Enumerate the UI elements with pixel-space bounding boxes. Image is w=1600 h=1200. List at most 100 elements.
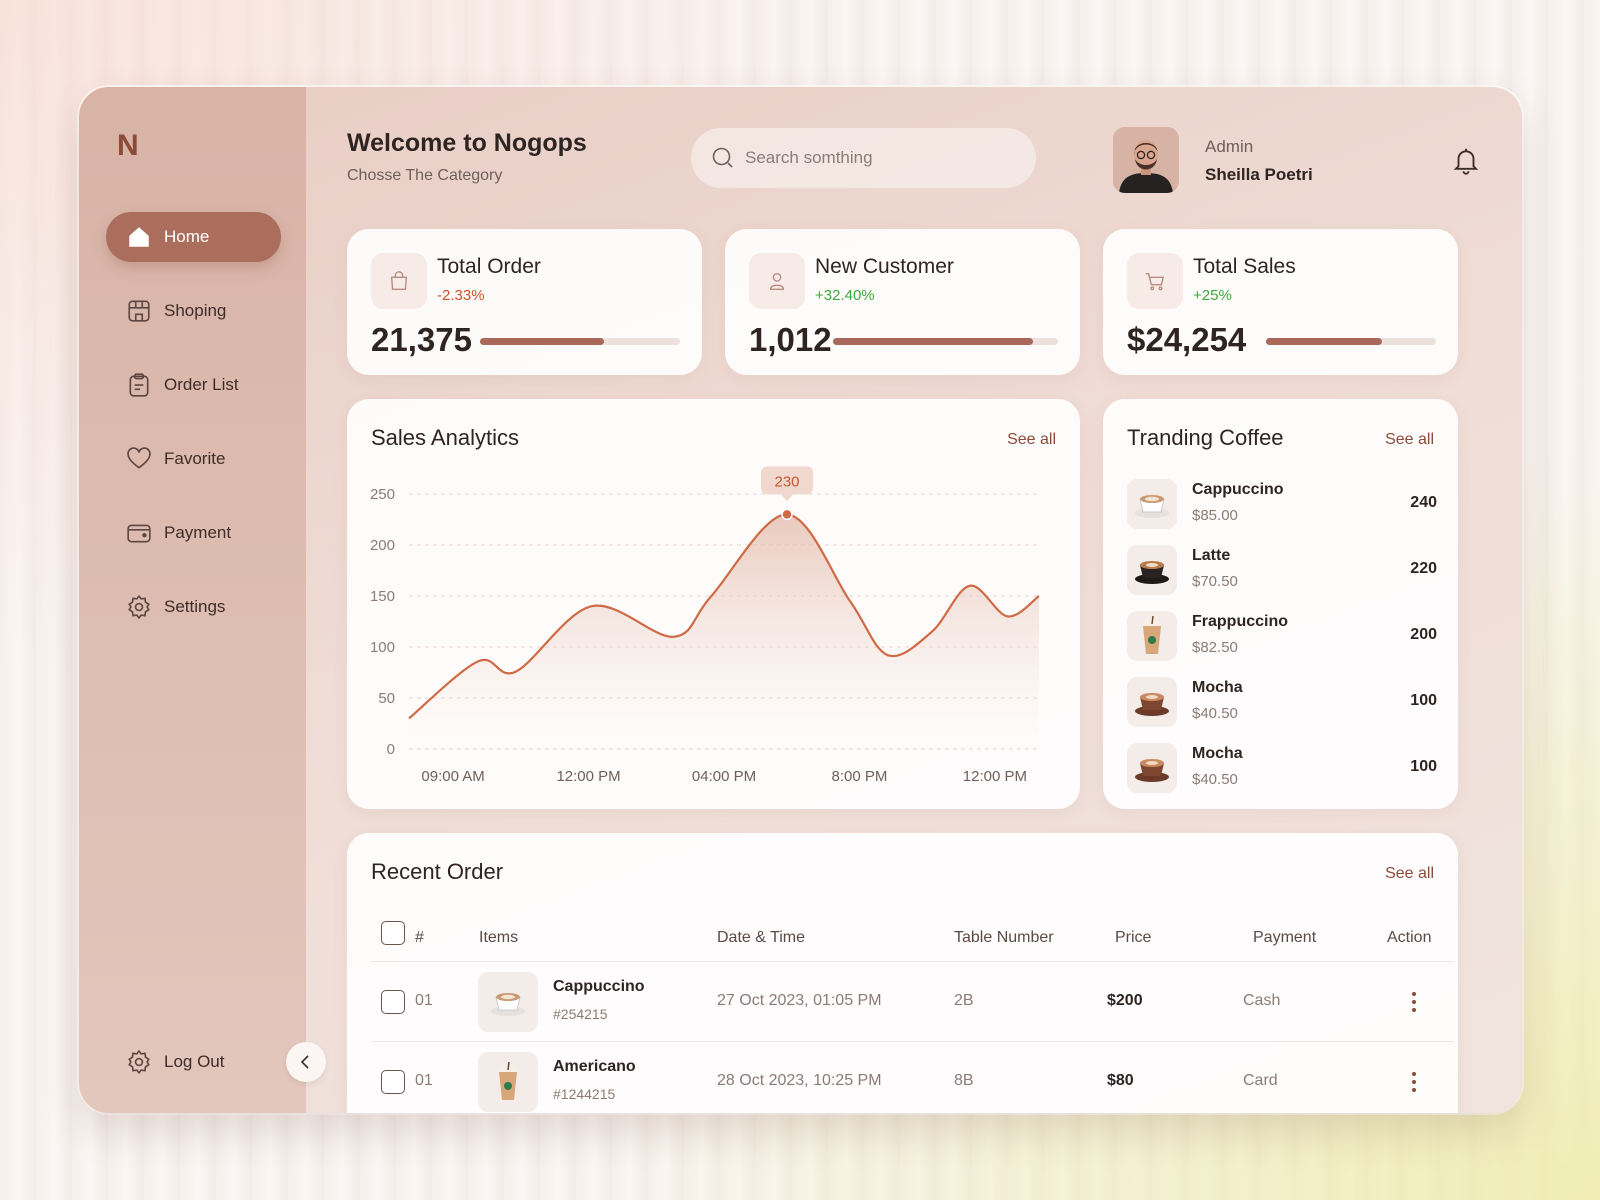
heart-icon (127, 447, 151, 469)
y-tick-label: 150 (370, 588, 395, 605)
see-all-link[interactable]: See all (1385, 431, 1434, 448)
row-price: $200 (1107, 992, 1143, 1009)
stat-progress (480, 338, 680, 345)
y-tick-label: 200 (370, 537, 395, 554)
app-logo[interactable]: N (117, 129, 139, 162)
sidebar-item-label: Favorite (164, 449, 226, 468)
column-header: Table Number (954, 929, 1054, 946)
more-options-icon[interactable] (1407, 1071, 1421, 1093)
stat-title: New Customer (815, 255, 954, 278)
logout-button[interactable]: Log Out (106, 1037, 281, 1087)
sidebar-item-settings[interactable]: Settings (106, 582, 281, 632)
sidebar-item-shoping[interactable]: Shoping (106, 286, 281, 336)
stat-value: $24,254 (1127, 321, 1247, 358)
trending-item[interactable]: Mocha $40.50 100 (1127, 675, 1437, 730)
trending-item[interactable]: Mocha $40.50 100 (1127, 741, 1437, 796)
trending-item[interactable]: Latte $70.50 220 (1127, 543, 1437, 598)
stat-progress-fill (480, 338, 604, 345)
analytics-title: Sales Analytics (371, 425, 519, 450)
stat-card-total-sales: Total Sales +25% $24,254 (1103, 229, 1458, 375)
stat-card-total-order: Total Order -2.33% 21,375 (347, 229, 702, 375)
iced-drink-icon (478, 1052, 538, 1112)
trending-title: Tranding Coffee (1127, 425, 1284, 450)
trending-price: $85.00 (1192, 507, 1238, 524)
see-all-link[interactable]: See all (1385, 865, 1434, 882)
more-options-icon[interactable] (1407, 991, 1421, 1013)
sidebar-item-favorite[interactable]: Favorite (106, 434, 281, 484)
x-tick-label: 09:00 AM (421, 768, 484, 785)
sidebar: N Home Shoping Order List Favorite Payme… (79, 87, 306, 1113)
column-header: Date & Time (717, 929, 806, 946)
y-tick-label: 100 (370, 639, 395, 656)
stat-value: 21,375 (371, 321, 472, 358)
sidebar-item-label: Settings (164, 597, 226, 616)
column-header: Items (479, 929, 519, 946)
trending-name: Frappuccino (1192, 613, 1289, 630)
search-bar[interactable] (691, 128, 1036, 188)
row-table-number: 8B (954, 1072, 974, 1089)
y-tick-label: 50 (378, 690, 395, 707)
chart-highlight-point[interactable] (781, 508, 793, 521)
trending-coffee-card: Tranding Coffee See all Cappuccino $85.0… (1103, 399, 1458, 809)
sidebar-item-home[interactable]: Home (106, 212, 281, 262)
avatar-image (1113, 127, 1179, 193)
coffee-cup-icon (1127, 677, 1177, 727)
store-icon (128, 300, 150, 322)
row-checkbox[interactable] (381, 990, 405, 1014)
search-input[interactable] (745, 148, 1005, 168)
column-header: Action (1387, 929, 1432, 946)
chart-tooltip (761, 466, 813, 495)
clipboard-icon (129, 373, 149, 397)
stat-change: +32.40% (815, 287, 875, 304)
search-icon (712, 147, 733, 168)
avatar[interactable] (1113, 127, 1179, 193)
table-row[interactable]: 01 Americano #1244215 28 Oct 2023, 10:25… (371, 1041, 1454, 1113)
gear-icon (128, 1049, 150, 1075)
row-datetime: 27 Oct 2023, 01:05 PM (717, 992, 882, 1009)
y-tick-label: 250 (370, 486, 395, 503)
row-number: 01 (415, 992, 433, 1009)
coffee-cup-icon (478, 972, 538, 1032)
bell-icon[interactable] (1451, 145, 1481, 175)
row-item-name: Americano (553, 1058, 636, 1075)
x-tick-label: 8:00 PM (832, 768, 888, 785)
trending-name: Latte (1192, 547, 1231, 564)
table-row[interactable]: 01 Cappuccino #254215 27 Oct 2023, 01:05… (371, 961, 1454, 1041)
trending-price: $40.50 (1192, 705, 1238, 722)
recent-order-card: Recent Order See all # Items Date & Time… (347, 833, 1458, 1113)
stat-progress-fill (833, 338, 1034, 345)
sales-analytics-card: Sales Analytics See all 0 50 100 150 200 250 0… (347, 399, 1080, 809)
select-all-checkbox[interactable] (381, 921, 405, 945)
user-icon (749, 253, 805, 309)
sidebar-item-payment[interactable]: Payment (106, 508, 281, 558)
collapse-sidebar-button[interactable] (286, 1042, 326, 1082)
home-icon (129, 227, 149, 247)
user-name: Sheilla Poetri (1205, 165, 1313, 184)
gear-icon (128, 594, 150, 620)
chevron-left-icon (300, 1055, 309, 1069)
trending-count: 220 (1410, 560, 1437, 577)
row-checkbox[interactable] (381, 1070, 405, 1094)
column-header: Payment (1253, 929, 1317, 946)
row-payment: Cash (1243, 992, 1281, 1009)
trending-item[interactable]: Cappuccino $85.00 240 (1127, 477, 1437, 532)
stat-card-new-customer: New Customer +32.40% 1,012 (725, 229, 1080, 375)
trending-item[interactable]: Frappuccino $82.50 200 (1127, 609, 1437, 664)
coffee-cup-icon (1127, 479, 1177, 529)
cart-icon (1127, 253, 1183, 309)
wallet-icon (127, 524, 151, 543)
chart-line (408, 513, 1040, 720)
chart-tooltip-pointer (781, 494, 793, 502)
sidebar-item-order-list[interactable]: Order List (106, 360, 281, 410)
x-tick-label: 12:00 PM (963, 768, 1027, 785)
row-item-id: #254215 (553, 1006, 608, 1022)
see-all-link[interactable]: See all (1007, 431, 1056, 448)
column-header: Price (1115, 929, 1152, 946)
stat-progress-fill (1266, 338, 1382, 345)
stat-value: 1,012 (749, 321, 832, 358)
row-item-name: Cappuccino (553, 978, 645, 995)
stat-title: Total Sales (1193, 255, 1296, 278)
page-title: Welcome to Nogops (347, 129, 587, 157)
trending-count: 200 (1410, 626, 1437, 643)
row-table-number: 2B (954, 992, 974, 1009)
